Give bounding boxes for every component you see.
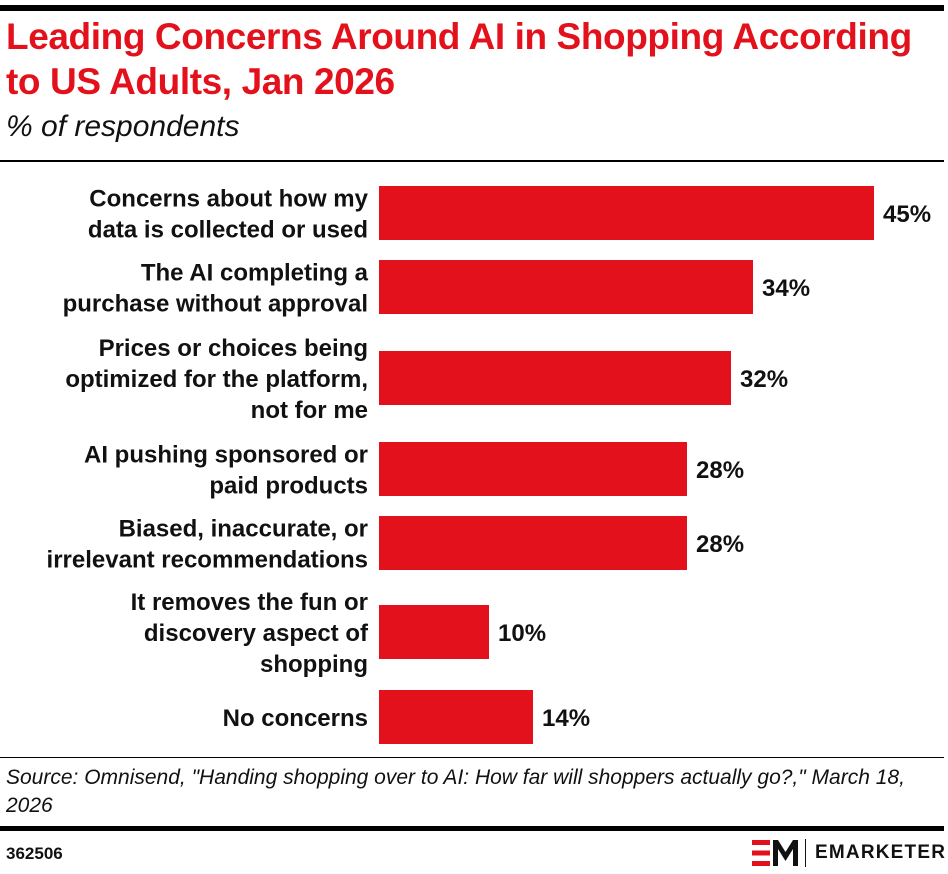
value-label-6: 14% — [542, 705, 590, 732]
category-label-4: Biased, inaccurate, or irrelevant recomme… — [47, 516, 368, 574]
source-rule — [0, 757, 944, 758]
value-label-4: 28% — [696, 531, 744, 558]
em-logo-icon — [752, 840, 798, 866]
chart-subtitle: % of respondents — [6, 110, 240, 143]
bar-chart: 45% Concerns about how my data is collecte… — [47, 186, 931, 744]
source-note: Source: Omnisend, "Handing shopping over… — [6, 766, 905, 817]
category-label-3: AI pushing sponsored or paid products — [84, 442, 368, 500]
value-label-5: 10% — [498, 620, 546, 647]
bar-3 — [379, 442, 687, 496]
value-label-1: 34% — [762, 275, 810, 302]
bar-0 — [379, 186, 874, 240]
category-label-1: The AI completing a purchase without appr… — [63, 260, 369, 318]
logo-divider — [805, 839, 806, 867]
chart-title: Leading Concerns Around AI in Shopping A… — [6, 16, 912, 102]
category-label-2: Prices or choices being optimized for the… — [65, 335, 368, 424]
top-rule — [0, 5, 944, 11]
bottom-rule — [0, 826, 944, 831]
value-label-3: 28% — [696, 457, 744, 484]
bar-2 — [379, 351, 731, 405]
category-label-6: No concerns — [223, 705, 368, 732]
bar-5 — [379, 605, 489, 659]
bar-4 — [379, 516, 687, 570]
header-rule — [0, 160, 944, 162]
value-label-2: 32% — [740, 366, 788, 393]
value-label-0: 45% — [883, 201, 931, 228]
bar-1 — [379, 260, 753, 314]
category-label-0: Concerns about how my data is collected o… — [88, 186, 369, 244]
category-label-5: It removes the fun or discovery aspect of… — [131, 589, 369, 678]
emarketer-logo: EMARKETER — [752, 838, 946, 868]
bar-6 — [379, 690, 533, 744]
brand-wordmark: EMARKETER — [815, 842, 947, 863]
chart-id: 362506 — [6, 844, 63, 863]
